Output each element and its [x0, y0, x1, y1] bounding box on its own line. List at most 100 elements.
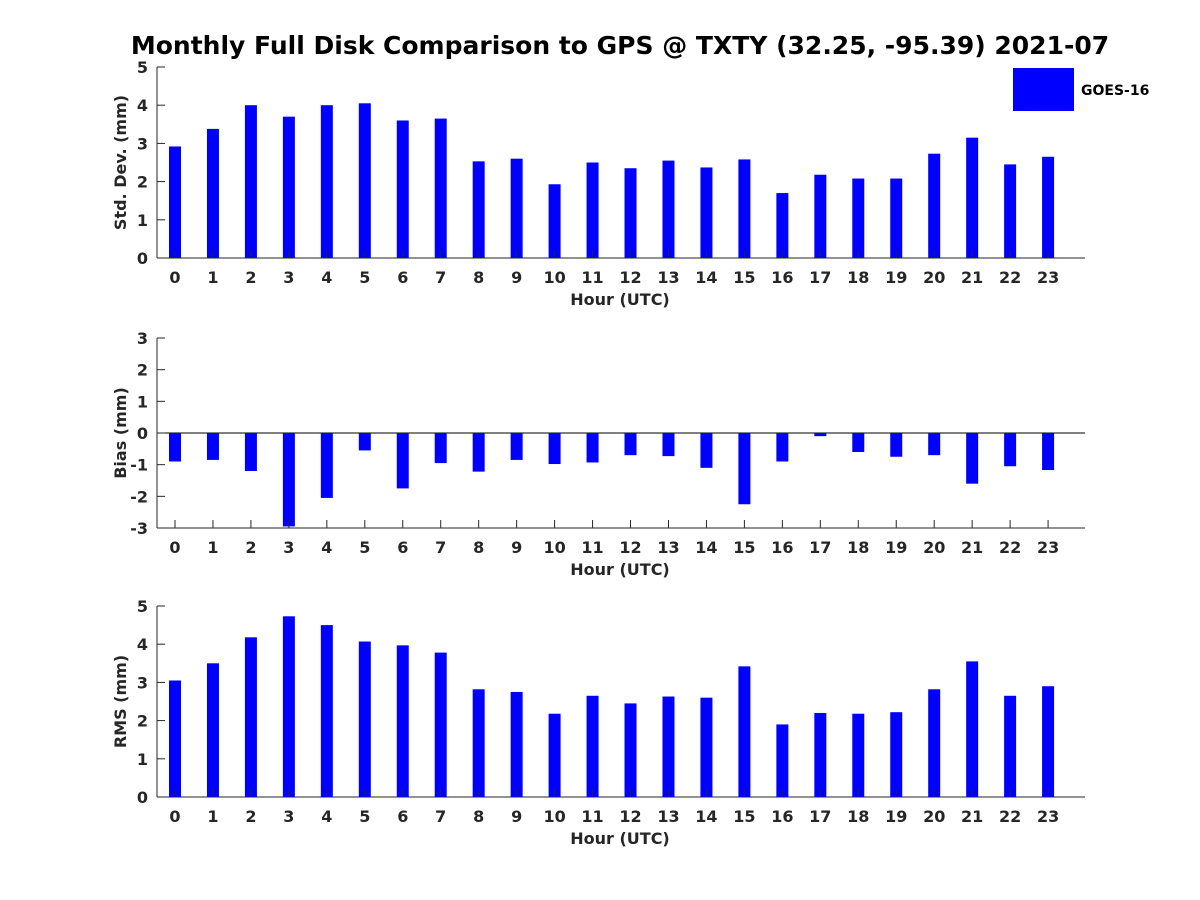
y-tick-label: -1 [130, 456, 148, 475]
bar-hour-21 [966, 661, 979, 797]
x-tick-label: 2 [245, 268, 256, 287]
bar-hour-18 [852, 433, 865, 452]
bar-hour-12 [624, 433, 637, 456]
bar-hour-8 [472, 433, 485, 472]
bar-hour-6 [396, 120, 409, 258]
y-tick-label: 2 [137, 712, 148, 731]
y-axis-label: RMS (mm) [111, 655, 130, 748]
x-tick-label: 19 [885, 268, 907, 287]
x-tick-label: 10 [543, 807, 565, 826]
bar-hour-17 [814, 174, 827, 258]
bar-hour-8 [472, 689, 485, 797]
x-tick-label: 2 [245, 538, 256, 557]
bar-hour-19 [890, 433, 903, 457]
bar-hour-23 [1042, 433, 1055, 471]
bar-hour-8 [472, 161, 485, 258]
bar-hour-13 [662, 160, 675, 258]
x-tick-label: 16 [771, 268, 793, 287]
bar-hour-9 [510, 691, 523, 797]
x-tick-label: 19 [885, 807, 907, 826]
x-tick-label: 5 [359, 538, 370, 557]
x-axis-label: Hour (UTC) [570, 290, 670, 309]
x-tick-label: 0 [169, 268, 180, 287]
bar-hour-14 [700, 433, 713, 468]
y-tick-label: 2 [137, 173, 148, 192]
bar-hour-6 [396, 433, 409, 489]
bar-hour-21 [966, 433, 979, 484]
bar-hour-2 [244, 105, 257, 258]
y-tick-label: 1 [137, 392, 148, 411]
x-tick-label: 12 [619, 538, 641, 557]
bar-hour-12 [624, 168, 637, 258]
bar-hour-17 [814, 712, 827, 797]
legend: GOES-16 [1013, 68, 1149, 111]
x-tick-label: 21 [961, 807, 983, 826]
x-tick-label: 9 [511, 538, 522, 557]
bar-hour-2 [244, 637, 257, 797]
x-tick-label: 17 [809, 538, 831, 557]
x-tick-label: 5 [359, 807, 370, 826]
bar-hour-1 [206, 663, 219, 797]
y-tick-label: 3 [137, 329, 148, 348]
bar-hour-22 [1004, 433, 1017, 467]
x-tick-label: 1 [207, 538, 218, 557]
bar-hour-13 [662, 433, 675, 457]
bar-hour-6 [396, 645, 409, 797]
legend-swatch-goes-16 [1013, 68, 1074, 111]
bar-hour-11 [586, 433, 599, 463]
x-tick-label: 0 [169, 538, 180, 557]
bar-hour-14 [700, 167, 713, 258]
bar-hour-12 [624, 703, 637, 797]
bar-hour-16 [776, 193, 789, 258]
x-tick-label: 17 [809, 807, 831, 826]
x-tick-label: 14 [695, 538, 717, 557]
bar-hour-17 [814, 433, 827, 437]
x-tick-label: 15 [733, 268, 755, 287]
bar-hour-23 [1042, 156, 1055, 258]
x-tick-label: 18 [847, 538, 869, 557]
x-tick-label: 18 [847, 807, 869, 826]
bar-hour-10 [548, 433, 561, 465]
bar-hour-9 [510, 158, 523, 258]
x-tick-label: 22 [999, 268, 1021, 287]
bar-hour-4 [320, 433, 333, 498]
x-tick-label: 10 [543, 538, 565, 557]
x-tick-label: 6 [397, 268, 408, 287]
bar-hour-11 [586, 695, 599, 797]
y-tick-label: 2 [137, 361, 148, 380]
bar-hour-16 [776, 724, 789, 797]
x-tick-label: 20 [923, 538, 945, 557]
bar-hour-22 [1004, 695, 1017, 797]
x-tick-label: 23 [1037, 538, 1059, 557]
bar-hour-13 [662, 696, 675, 797]
x-tick-label: 6 [397, 538, 408, 557]
x-tick-label: 16 [771, 807, 793, 826]
bar-hour-20 [928, 153, 941, 258]
bar-hour-21 [966, 137, 979, 258]
bar-hour-2 [244, 433, 257, 471]
x-tick-label: 22 [999, 538, 1021, 557]
bar-hour-18 [852, 178, 865, 258]
bar-hour-20 [928, 689, 941, 797]
y-tick-label: -2 [130, 487, 148, 506]
x-tick-label: 1 [207, 268, 218, 287]
x-tick-label: 8 [473, 807, 484, 826]
bar-hour-16 [776, 433, 789, 462]
bar-hour-15 [738, 433, 751, 505]
bar-hour-7 [434, 652, 447, 797]
bar-hour-1 [206, 128, 219, 258]
bar-hour-1 [206, 433, 219, 460]
bar-hour-3 [282, 433, 295, 527]
x-tick-label: 8 [473, 268, 484, 287]
bar-hour-11 [586, 162, 599, 258]
x-tick-label: 23 [1037, 268, 1059, 287]
x-axis-label: Hour (UTC) [570, 829, 670, 848]
x-tick-label: 4 [321, 538, 332, 557]
x-tick-label: 19 [885, 538, 907, 557]
x-tick-label: 6 [397, 807, 408, 826]
x-tick-label: 12 [619, 268, 641, 287]
bar-hour-14 [700, 697, 713, 797]
